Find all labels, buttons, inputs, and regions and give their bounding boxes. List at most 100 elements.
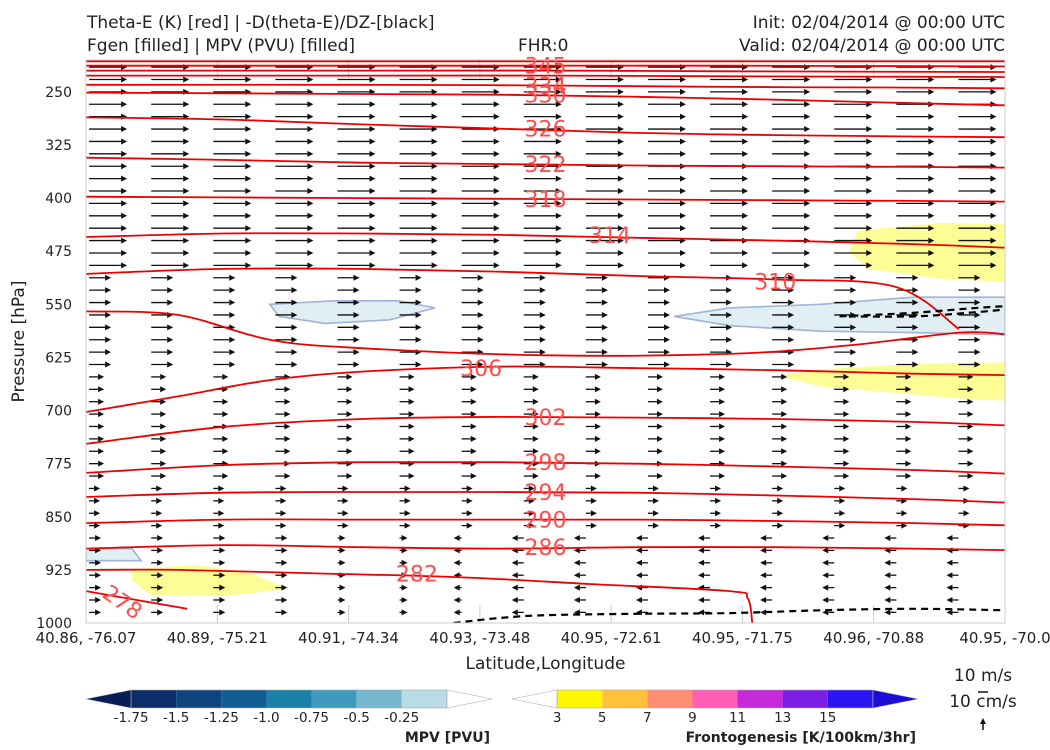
wind-vector-head: [617, 188, 624, 195]
wind-vector-head: [245, 262, 252, 269]
wind-vector-head: [339, 559, 346, 566]
wind-vector-head: [760, 609, 767, 616]
wind-vector-head: [719, 448, 726, 455]
wind-vector-head: [839, 510, 846, 517]
vector-key-vertical: 10 cm/s: [949, 692, 1017, 712]
forecast-hour: FHR:0: [518, 36, 569, 56]
wind-vector-head: [866, 175, 873, 182]
wind-vector-head: [470, 411, 477, 418]
wind-vector-head: [532, 473, 539, 480]
wind-vector-head: [663, 287, 670, 294]
wind-vector-head: [219, 596, 226, 603]
wind-vector-head: [804, 262, 811, 269]
mpv-colorbar-swatch: [446, 689, 493, 709]
wind-vector-head: [656, 473, 663, 480]
theta-e-contour: [86, 415, 1005, 445]
mpv-colorbar-tick-label: -0.25: [384, 710, 419, 726]
y-tick-label: 1000: [36, 616, 72, 632]
wind-vector-head: [218, 485, 225, 492]
wind-vector-head: [974, 324, 981, 331]
wind-vector-head: [974, 361, 981, 368]
wind-vector-head: [866, 138, 873, 145]
wind-vector-head: [415, 311, 422, 318]
wind-vector-head: [928, 237, 935, 244]
wind-vector-head: [663, 324, 670, 331]
theta-e-contour: [86, 461, 1005, 475]
wind-vector-head: [539, 299, 546, 306]
mpv-colorbar-tick-label: -1.0: [253, 710, 279, 726]
wind-vector-head: [884, 572, 891, 579]
wind-vector-head: [477, 361, 484, 368]
wind-vector-head: [346, 373, 353, 380]
wind-vector-head: [594, 398, 601, 405]
wind-vector-head: [229, 361, 236, 368]
wind-vector-head: [222, 398, 229, 405]
wind-vector-head: [408, 473, 415, 480]
wind-vector-head: [967, 473, 974, 480]
fgen-colorbar-swatch: [782, 690, 828, 708]
wind-vector-head: [222, 448, 229, 455]
wind-vector-head: [219, 535, 226, 542]
x-tick-label: 40.89, -75.21: [167, 629, 268, 647]
wind-vector-head: [742, 76, 749, 83]
wind-vector-head: [715, 510, 722, 517]
wind-vector-head: [156, 497, 163, 504]
wind-vector-head: [98, 373, 105, 380]
wind-vector-head: [431, 113, 438, 120]
wind-vector-head: [346, 386, 353, 393]
wind-vector-head: [218, 497, 225, 504]
wind-vector-head: [245, 175, 252, 182]
wind-vector-head: [307, 249, 314, 256]
wind-vector-head: [157, 609, 164, 616]
wind-vector-head: [307, 101, 314, 108]
wind-vector-head: [726, 311, 733, 318]
x-tick-label: 40.95, -71.75: [692, 629, 793, 647]
wind-vector-head: [342, 510, 349, 517]
wind-vector-head: [679, 175, 686, 182]
wind-vector-head: [346, 448, 353, 455]
contour-label: 322: [525, 153, 567, 178]
wind-vector-head: [555, 225, 562, 232]
wind-vector-head: [539, 324, 546, 331]
wind-vector-head: [990, 138, 997, 145]
wind-vector-head: [928, 175, 935, 182]
wind-vector-head: [594, 411, 601, 418]
wind-vector-head: [781, 398, 788, 405]
wind-vector-head: [617, 138, 624, 145]
mpv-colorbar-tick-label: -1.25: [204, 710, 239, 726]
wind-vector-head: [698, 547, 705, 554]
wind-vector-head: [245, 212, 252, 219]
wind-vector-head: [901, 510, 908, 517]
wind-vector-head: [635, 535, 642, 542]
wind-vector-head: [990, 225, 997, 232]
wind-vector-head: [804, 126, 811, 133]
y-tick-label: 400: [45, 191, 72, 207]
wind-vector-head: [652, 485, 659, 492]
wind-vector-head: [167, 287, 174, 294]
init-time: Init: 02/04/2014 @ 00:00 UTC: [752, 13, 1005, 33]
wind-vector-head: [284, 423, 291, 430]
wind-vector-head: [760, 559, 767, 566]
fgen-colorbar-swatch: [557, 690, 603, 708]
wind-vector-head: [742, 138, 749, 145]
wind-vector-head: [884, 559, 891, 566]
wind-vector-head: [157, 584, 164, 591]
wind-vector-head: [353, 349, 360, 356]
wind-vector-head: [431, 200, 438, 207]
fgen-colorbar-tick-label: 7: [643, 710, 652, 726]
mpv-colorbar-swatch: [221, 690, 267, 708]
mpv-colorbar-swatch: [131, 690, 177, 708]
wind-vector-head: [719, 373, 726, 380]
wind-vector-head: [839, 497, 846, 504]
wind-vector-head: [408, 386, 415, 393]
wind-vector-head: [291, 311, 298, 318]
wind-vector-head: [431, 76, 438, 83]
wind-vector-head: [946, 559, 953, 566]
wind-vector-head: [183, 175, 190, 182]
fgen-colorbar-swatch: [872, 689, 919, 709]
wind-vector-head: [342, 522, 349, 529]
wind-vector-head: [679, 150, 686, 157]
wind-vector-head: [470, 386, 477, 393]
wind-vector-head: [866, 262, 873, 269]
wind-vector-head: [284, 411, 291, 418]
